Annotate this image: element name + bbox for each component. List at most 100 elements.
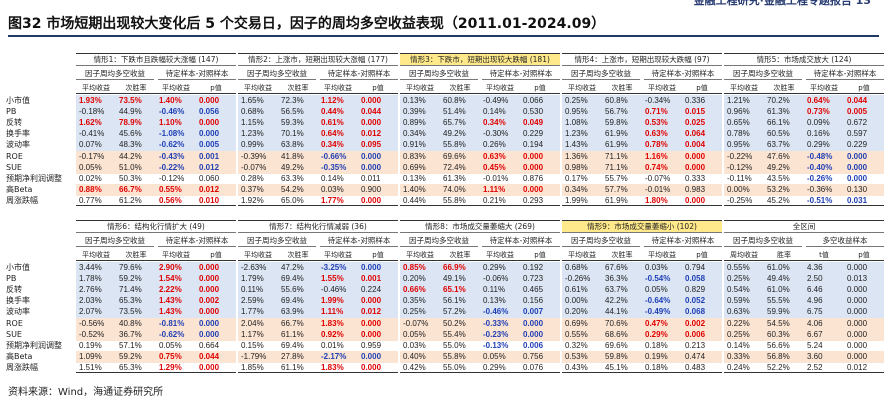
table-cell: 0.05%: [645, 285, 668, 295]
table-cell: 0.000: [199, 96, 220, 105]
column-header: 平均收益: [76, 82, 116, 94]
table-row: 0.25% 49.4% 2.50 0.013: [724, 273, 884, 286]
table-cell: 49.2%: [443, 129, 466, 139]
table-cell: 0.55%: [159, 184, 182, 194]
table-row: 0.25% 60.3% 6.67 0.000: [724, 328, 884, 341]
column-header: 次胜率: [116, 249, 156, 261]
table-cell: 0.19%: [645, 351, 668, 361]
table-row: 0.53% 59.8% 0.19% 0.474: [562, 350, 722, 363]
row-label: 反转: [6, 285, 22, 295]
table-cell: -0.62%: [159, 329, 185, 339]
block-bottom-rule: [562, 372, 722, 373]
scenario-block: 情形4：上涨市，短期出现较大跌幅 (97) 因子周均多空收益 待定样本-对照样本 平均…: [562, 53, 722, 206]
table-row: 1.99% 61.9% 1.80% 0.000: [562, 195, 722, 207]
table-row: -1.79% 27.8% -2.17% 0.000: [238, 350, 398, 363]
table-cell: 0.05%: [79, 162, 102, 172]
table-cell: 0.000: [523, 151, 544, 161]
table-cell: 27.8%: [281, 351, 304, 361]
table-cell: 0.98%: [565, 162, 588, 172]
table-cell: 0.000: [847, 318, 868, 328]
table-cell: 0.13%: [403, 96, 426, 105]
table-cell: 0.03%: [645, 263, 668, 272]
table-cell: 61.0%: [767, 263, 790, 272]
table-cell: 69.4%: [281, 340, 304, 350]
table-cell: -0.81%: [159, 318, 185, 328]
table-row: 0.59% 55.5% 4.96 0.000: [724, 295, 884, 308]
table-cell: -0.64%: [645, 296, 671, 306]
column-header: p值: [520, 249, 560, 261]
table-cell: -2.63%: [241, 263, 267, 272]
table-cell: 0.68%: [565, 263, 588, 272]
table-cell: -0.13%: [483, 340, 509, 350]
column-header: 平均收益: [156, 82, 196, 94]
table-cell: 63.9%: [281, 307, 304, 317]
table-row: -0.12% 49.2% -0.40% 0.000: [724, 161, 884, 174]
table-cell: 1.77%: [321, 195, 344, 205]
table-cell: 4.36: [807, 263, 823, 272]
table-cell: 4.06: [807, 318, 823, 328]
table-cell: 0.44%: [321, 107, 344, 117]
column-header: 次胜率: [764, 82, 804, 94]
table-cell: -3.25%: [321, 263, 347, 272]
table-cell: -0.49%: [483, 96, 509, 105]
table-cell: 0.05%: [159, 340, 182, 350]
table-cell: 1.21%: [727, 96, 750, 105]
column-header: p值: [196, 82, 236, 94]
table-cell: -0.54%: [645, 274, 671, 284]
table-cell: 0.00%: [727, 184, 750, 194]
table-cell: 0.000: [361, 96, 382, 105]
scenario-block: 情形5：市场成交放大 (124) 因子周均多空收益 待定样本-对照样本 平均收益 次胜率…: [724, 53, 884, 206]
table-row: 1.78% 59.2% 1.54% 0.000: [76, 273, 236, 286]
column-header: p值: [520, 82, 560, 94]
table-row: 2.03% 65.3% 1.43% 0.002: [76, 295, 236, 308]
table-cell: 72.4%: [443, 162, 466, 172]
table-cell: 4.96: [807, 296, 823, 306]
table-cell: 2.07%: [79, 307, 102, 317]
table-cell: 0.19%: [79, 340, 102, 350]
table-row: -0.07% 50.2% -0.33% 0.000: [400, 317, 560, 330]
table-cell: -0.51%: [807, 195, 833, 205]
table-cell: 49.2%: [767, 162, 790, 172]
table-cell: 44.9%: [119, 107, 142, 117]
table-row: 0.43% 45.1% 0.18% 0.483: [562, 362, 722, 374]
table-cell: 59.8%: [605, 118, 628, 128]
table-cell: -0.01%: [483, 173, 509, 183]
table-row: 0.22% 54.5% 4.06 0.000: [724, 317, 884, 330]
table-cell: 0.34%: [321, 140, 344, 150]
table-row: 0.05% 55.4% -0.23% 0.000: [400, 328, 560, 341]
table-cell: 0.39%: [403, 107, 426, 117]
table-cell: 1.85%: [241, 362, 264, 372]
table-row: -0.07% 49.2% -0.35% 0.000: [238, 161, 398, 174]
table-row: 0.99% 63.8% 0.34% 0.095: [238, 139, 398, 152]
table-cell: 0.056: [199, 107, 220, 117]
group-header: 待定样本-对照样本: [158, 235, 236, 247]
column-header: 次胜率: [278, 82, 318, 94]
table-cell: 0.68%: [241, 107, 264, 117]
table-cell: 0.000: [523, 184, 544, 194]
table-row: -0.11% 43.5% -0.26% 0.000: [724, 173, 884, 185]
column-header: 平均收益: [318, 249, 358, 261]
scenario-title: 情形7：结构化行情减弱 (36): [238, 220, 398, 233]
table-cell: 65.3%: [119, 296, 142, 306]
table-cell: -0.17%: [79, 151, 105, 161]
table-cell: 56.8%: [767, 351, 790, 361]
table-cell: 0.000: [847, 173, 868, 183]
table-cell: 0.005: [847, 107, 868, 117]
column-header: p值: [358, 249, 398, 261]
table-cell: 54.5%: [767, 318, 790, 328]
table-cell: 0.465: [523, 285, 544, 295]
table-cell: -0.23%: [483, 329, 509, 339]
table-cell: -0.07%: [645, 173, 671, 183]
table-row: 0.96% 61.3% 0.73% 0.005: [724, 106, 884, 119]
table-cell: 0.000: [361, 162, 382, 172]
table-cell: 6.67: [807, 329, 823, 339]
table-row: 0.42% 55.0% 0.29% 0.076: [400, 362, 560, 374]
table-row: -0.18% 44.9% -0.46% 0.056: [76, 106, 236, 119]
table-cell: 66.7%: [119, 184, 142, 194]
table-cell: 0.006: [523, 340, 544, 350]
table-cell: 0.000: [361, 151, 382, 161]
table-row: 0.68% 67.6% 0.03% 0.794: [562, 262, 722, 274]
table-cell: 0.13%: [403, 173, 426, 183]
table-cell: 0.031: [847, 195, 868, 205]
table-row: 0.13% 61.3% -0.01% 0.876: [400, 173, 560, 185]
